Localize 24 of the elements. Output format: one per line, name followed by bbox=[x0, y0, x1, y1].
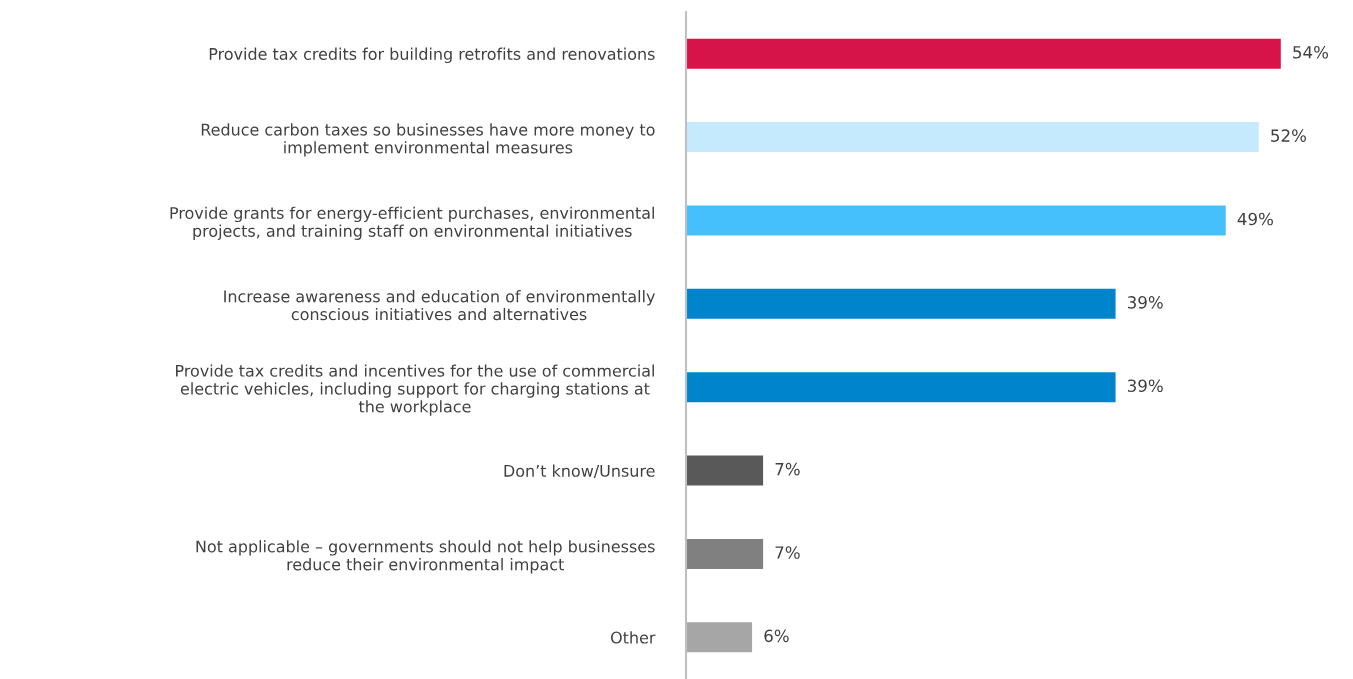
data-label: 39% bbox=[1127, 379, 1163, 393]
data-label: 6% bbox=[764, 629, 789, 643]
y-tick-label: Reduce carbon taxes so businesses have more money to implement environmental measures bbox=[201, 123, 655, 157]
bar bbox=[686, 122, 1259, 153]
bar bbox=[686, 38, 1281, 69]
y-tick-label: Other bbox=[610, 631, 656, 644]
bar bbox=[686, 622, 753, 653]
data-label: 52% bbox=[1271, 129, 1307, 142]
data-label: 39% bbox=[1127, 296, 1163, 309]
y-tick-label: Provide tax credits for building retrofits and renovations bbox=[209, 47, 655, 64]
bar bbox=[686, 288, 1116, 319]
data-label: 7% bbox=[775, 546, 800, 559]
data-label: 49% bbox=[1237, 212, 1273, 226]
y-tick-label: Provide tax credits and incentives for the use of commercial electric vehicles, including support for charging stations at the workplace bbox=[176, 364, 654, 416]
y-tick-label: Not applicable – governments should not help businesses reduce their environmental impact bbox=[196, 540, 655, 574]
data-label: 54% bbox=[1293, 45, 1329, 59]
bar bbox=[686, 205, 1226, 236]
y-tick-label: Increase awareness and education of environmentally conscious initiatives and alternatives bbox=[224, 290, 655, 321]
bar bbox=[686, 538, 764, 569]
bar bbox=[686, 455, 764, 486]
y-tick-label: Don’t know/Unsure bbox=[504, 464, 655, 479]
data-label: 7% bbox=[775, 462, 800, 476]
bar bbox=[686, 372, 1116, 403]
y-tick-label: Provide grants for energy-efficient purchases, environmental projects, and training staff on environmental initiatives bbox=[170, 206, 654, 240]
